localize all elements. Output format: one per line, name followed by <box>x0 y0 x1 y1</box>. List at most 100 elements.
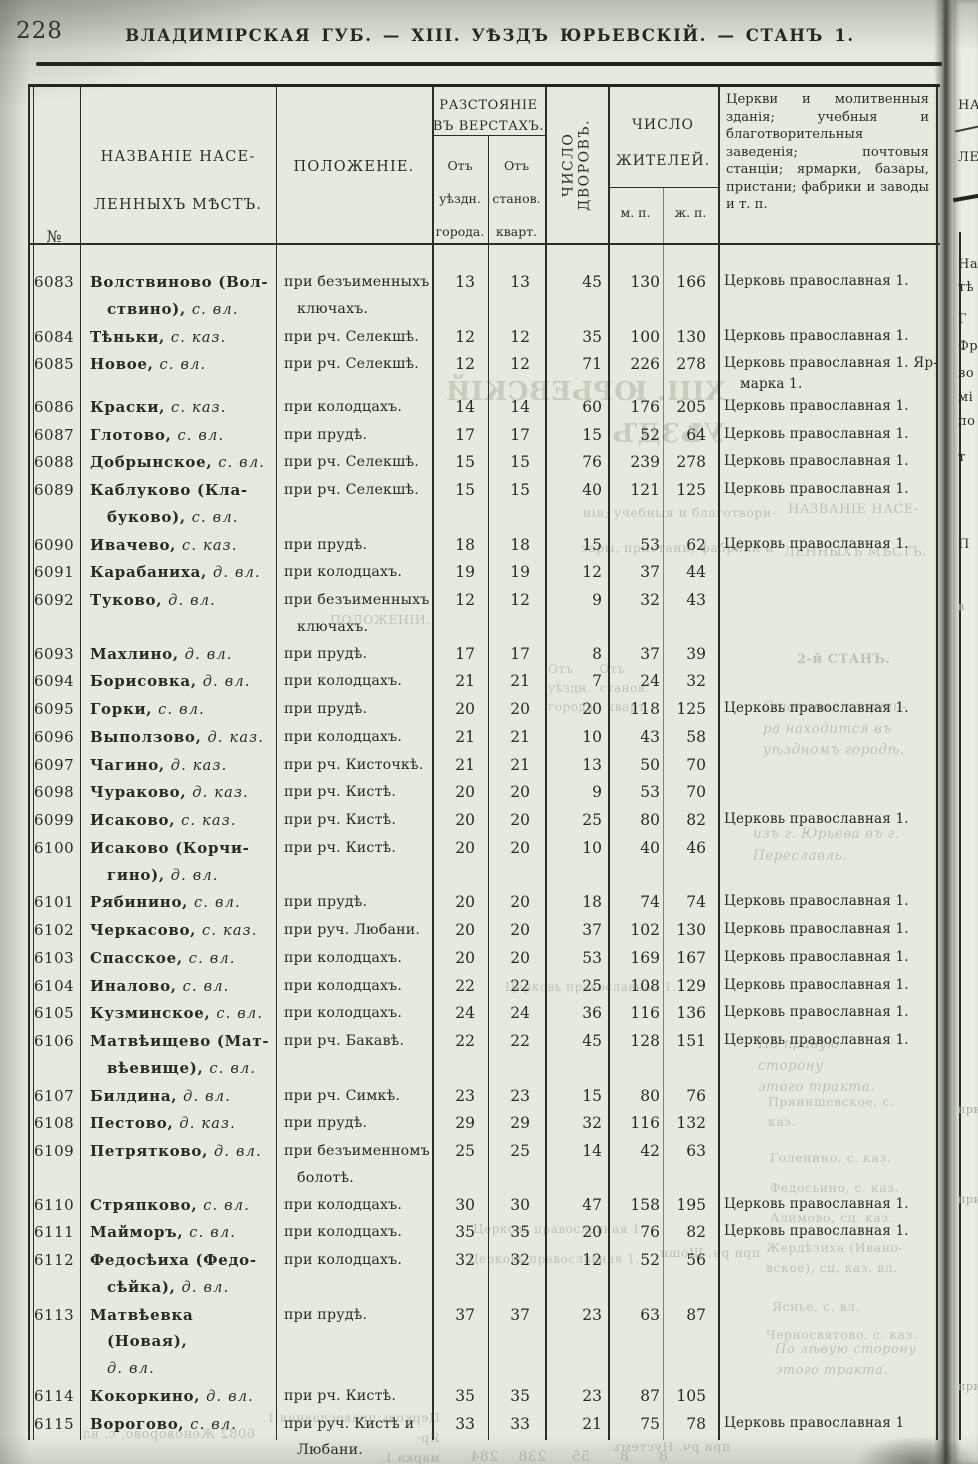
table-row: 6107 Билдина, д. вл. при рч. Симкѣ. 23 2… <box>28 1083 940 1111</box>
distance-from-uyezd-town: 20 <box>455 783 475 802</box>
churches-note: Церковь православная 1. <box>724 893 909 910</box>
col-header-location: ПОЛОЖЕНІЕ. <box>293 159 415 175</box>
row-number: 6084 <box>34 327 75 346</box>
female-population: 105 <box>676 1386 706 1405</box>
settlement-name: Кокоркино, д. вл. <box>80 1383 276 1411</box>
household-count: 23 <box>582 1386 602 1405</box>
table-row: 6092 Туково, д. вл. при безъименныхъ клю… <box>28 587 940 641</box>
table-row: 6097 Чагино, д. каз. при рч. Кисточкѣ. 2… <box>28 752 940 780</box>
settlement-name-text: Чагино, <box>90 755 165 774</box>
settlement-name-text: Черкасово, <box>90 921 197 939</box>
male-population: 32 <box>640 591 660 609</box>
male-population: 176 <box>630 397 660 416</box>
female-population: 70 <box>686 755 706 774</box>
churches-note: Церковь православная 1. Яр- марка 1. <box>724 355 938 392</box>
settlement-name: Иналово, с. вл. <box>80 973 276 1001</box>
table-row: 6089 Каблуково (Кла- буково), с. вл. при… <box>28 477 940 532</box>
distance-from-uyezd-town: 21 <box>455 727 475 746</box>
settlement-name-text: Ворогово, <box>90 1414 185 1433</box>
churches-note: Церковь православная 1. <box>724 976 909 993</box>
settlement-name: Матвѣищево (Мат- вѣевище), с. вл. <box>80 1028 276 1083</box>
table-row: 6112 Федосѣиха (Федо- сѣйка), д. вл. при… <box>28 1247 940 1302</box>
settlement-name: Федосѣиха (Федо- сѣйка), д. вл. <box>80 1247 276 1302</box>
distance-from-stan-quarter: 15 <box>510 453 530 472</box>
settlement-name-text: Новое, <box>90 355 154 374</box>
distance-from-stan-quarter: 37 <box>510 1305 530 1324</box>
settlement-type-qualifier: с. вл. <box>188 950 236 967</box>
household-count: 32 <box>582 1114 602 1133</box>
female-population: 195 <box>676 1195 706 1214</box>
male-population: 108 <box>630 976 660 995</box>
adjacent-page-text-fragment: На <box>958 257 978 272</box>
female-population: 32 <box>686 672 706 691</box>
distance-from-stan-quarter: 20 <box>510 948 530 967</box>
distance-from-uyezd-town: 35 <box>455 1223 475 1242</box>
location-description: при колодцахъ. <box>284 1005 403 1022</box>
location-description: при рч. Кистѣ. <box>284 812 397 828</box>
location-description: при рч. Селекшѣ. <box>284 482 419 498</box>
female-population: 63 <box>686 1142 706 1160</box>
male-population: 239 <box>630 453 660 472</box>
residents-group-rule <box>608 187 718 188</box>
household-count: 20 <box>582 1223 602 1242</box>
row-number: 6085 <box>34 355 75 374</box>
male-population: 43 <box>640 727 660 746</box>
adjacent-page-text-fragment: при <box>958 1380 978 1393</box>
settlement-name: Исаково (Корчи- гино), д. вл. <box>80 835 276 890</box>
settlement-type-qualifier: с. каз. <box>182 537 238 554</box>
distance-from-uyezd-town: 21 <box>455 755 475 774</box>
distance-from-uyezd-town: 33 <box>455 1414 475 1433</box>
settlement-name: Билдина, д. вл. <box>80 1083 276 1111</box>
male-population: 52 <box>640 425 660 444</box>
row-number: 6098 <box>34 783 75 802</box>
churches-note: Церковь православная 1. <box>724 327 909 344</box>
female-population: 278 <box>676 453 706 472</box>
churches-note <box>718 835 940 837</box>
household-count: 36 <box>582 1004 602 1023</box>
settlement-name: Чагино, д. каз. <box>80 752 276 780</box>
settlement-type-qualifier: д. вл. <box>184 646 233 663</box>
settlement-name-text: Пестово, <box>90 1114 174 1133</box>
churches-note: Церковь православная 1. <box>724 453 909 470</box>
location-description: при колодцахъ. <box>284 673 403 690</box>
adjacent-page-text-fragment: по <box>958 414 976 429</box>
distance-from-uyezd-town: 13 <box>455 273 475 291</box>
settlement-name-text: Краски, <box>90 397 166 416</box>
location-description: при прудѣ. <box>284 426 368 443</box>
distance-from-stan-quarter: 30 <box>510 1195 530 1214</box>
table-row: 6088 Добрынское, с. вл. при рч. Селекшѣ.… <box>28 449 940 477</box>
settlement-name: Добрынское, с. вл. <box>80 449 276 477</box>
churches-note <box>718 779 940 781</box>
settlement-name: Тѣньки, с. каз. <box>80 324 276 352</box>
distance-from-uyezd-town: 14 <box>455 397 475 416</box>
location-description: при колодцахъ. <box>284 1196 403 1213</box>
location-description: при безъименныхъ ключахъ. <box>284 274 430 317</box>
location-description: при прудѣ. <box>284 894 368 911</box>
table-body: 6083 Волствиново (Вол- ствино), с. вл. п… <box>28 243 940 1458</box>
settlements-table: № НАЗВАНІЕ НАСЕ- ЛЕННЫХЪ МѢСТЪ. ПОЛОЖЕНІ… <box>28 84 940 1458</box>
table-row: 6095 Горки, с. вл. при прудѣ. 20 20 20 1… <box>28 696 940 724</box>
settlement-name: Каблуково (Кла- буково), с. вл. <box>80 477 276 532</box>
distance-from-stan-quarter: 21 <box>510 727 530 746</box>
distance-from-stan-quarter: 32 <box>510 1251 530 1269</box>
adjacent-page-text-fragment: ЛЕ <box>958 150 978 165</box>
household-count: 15 <box>582 1086 602 1105</box>
adjacent-page-text-fragment: Фр <box>958 339 978 354</box>
churches-note: Церковь православная 1. <box>724 1032 909 1048</box>
female-population: 39 <box>686 644 706 663</box>
row-number: 6103 <box>34 948 75 967</box>
table-row: 6106 Матвѣищево (Мат- вѣевище), с. вл. п… <box>28 1028 940 1083</box>
location-description: при рч. Селекшѣ. <box>284 454 419 471</box>
settlement-type-qualifier: с. вл. <box>159 357 207 374</box>
distance-from-stan-quarter: 14 <box>510 397 530 416</box>
adjacent-page-rule <box>952 193 978 203</box>
table-row: 6096 Выползово, д. каз. при колодцахъ. 2… <box>28 724 940 752</box>
location-description: при руч. Кистѣ и Любани. <box>284 1415 415 1459</box>
settlement-name-text: Матвѣевка (Новая), <box>90 1305 194 1351</box>
row-number: 6111 <box>34 1223 75 1242</box>
row-number: 6108 <box>34 1114 75 1133</box>
settlement-name-text: Выползово, <box>90 727 202 746</box>
settlement-type-qualifier: с. вл. <box>191 509 239 526</box>
settlement-name: Ворогово, с. вл. <box>80 1411 276 1439</box>
distance-from-uyezd-town: 19 <box>455 563 475 582</box>
